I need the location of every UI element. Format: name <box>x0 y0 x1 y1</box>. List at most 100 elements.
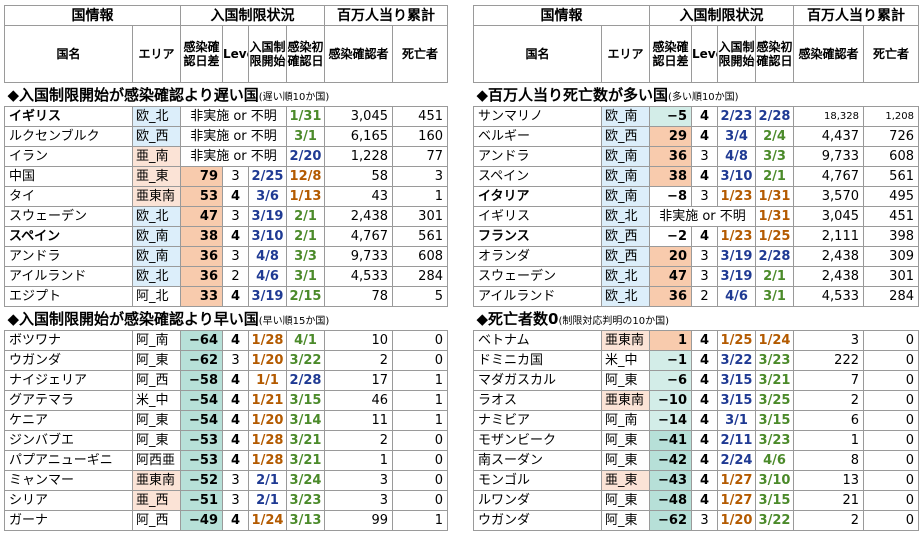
cases-per-million: 78 <box>324 286 393 307</box>
restriction-start-date: 1/20 <box>717 510 756 531</box>
area-code: 亜_東 <box>601 470 650 491</box>
deaths-per-million: 608 <box>392 246 448 267</box>
deaths-per-million: 726 <box>863 126 919 147</box>
deaths-per-million: 0 <box>392 350 448 371</box>
cases-per-million: 3 <box>793 330 864 351</box>
col-header-first: 感染初確認日 <box>755 25 794 83</box>
deaths-per-million: 284 <box>392 266 448 287</box>
first-confirmed-date: 3/3 <box>755 146 794 167</box>
area-code: 米_中 <box>132 390 181 411</box>
restriction-level: 3 <box>691 266 718 287</box>
first-confirmed-date: 2/20 <box>286 146 325 167</box>
deaths-per-million: 1 <box>392 410 448 431</box>
restriction-start-date: 3/15 <box>717 390 756 411</box>
country-name: アイルランド <box>4 266 133 287</box>
area-code: 欧_北 <box>132 266 181 287</box>
col-header-cases: 感染確認者 <box>793 25 864 83</box>
col-header-deaths: 死亡者 <box>863 25 919 83</box>
deaths-per-million: 608 <box>863 146 919 167</box>
restriction-level: 2 <box>691 286 718 307</box>
confirmation-day-diff: 29 <box>649 126 692 147</box>
deaths-per-million: 0 <box>392 450 448 471</box>
section-note: (遅い順10か国) <box>258 92 330 103</box>
col-header-level: Level <box>222 25 249 83</box>
area-code: 阿_東 <box>601 450 650 471</box>
restriction-level: 3 <box>222 166 249 187</box>
restriction-level: 4 <box>691 490 718 511</box>
cases-per-million: 1 <box>793 430 864 451</box>
cases-per-million: 4,767 <box>324 226 393 247</box>
first-confirmed-date: 3/14 <box>286 410 325 431</box>
header-entry-restriction: 入国制限状況 <box>649 5 794 26</box>
col-header-diff: 感染確認日差 <box>649 25 692 83</box>
deaths-per-million: 451 <box>863 206 919 227</box>
deaths-per-million: 301 <box>863 266 919 287</box>
restriction-level: 3 <box>691 246 718 267</box>
left-panel: 国情報 入国制限状況 百万人当り累計 国名 エリア 感染確認日差 Level 入… <box>4 5 448 531</box>
restriction-start-date: 2/1 <box>248 470 287 491</box>
table-row: オランダ 欧_西 20 3 3/19 2/28 2,438 309 <box>473 246 919 267</box>
first-confirmed-date: 1/31 <box>286 106 325 127</box>
country-name: オランダ <box>473 246 602 267</box>
country-name: ジンバブエ <box>4 430 133 451</box>
cases-per-million: 8 <box>793 450 864 471</box>
confirmation-day-diff: −58 <box>180 370 223 391</box>
table-row: サンマリノ 欧_南 −5 4 2/23 2/28 18,328 1,208 <box>473 106 919 127</box>
country-name: ナミビア <box>473 410 602 431</box>
restriction-level: 3 <box>222 246 249 267</box>
right-panel: 国情報 入国制限状況 百万人当り累計 国名 エリア 感染確認日差 Level 入… <box>473 5 919 531</box>
restriction-start-date: 3/19 <box>717 266 756 287</box>
table-row: スペイン 欧_南 38 4 3/10 2/1 4,767 561 <box>4 226 448 247</box>
area-code: 亜_西 <box>132 490 181 511</box>
table-row: 南スーダン 阿_東 −42 4 2/24 4/6 8 0 <box>473 450 919 471</box>
restriction-level: 4 <box>222 186 249 207</box>
area-code: 阿_東 <box>601 370 650 391</box>
first-confirmed-date: 3/24 <box>286 470 325 491</box>
area-code: 阿_西 <box>132 510 181 531</box>
country-name: イラン <box>4 146 133 167</box>
deaths-per-million: 301 <box>392 206 448 227</box>
first-confirmed-date: 3/1 <box>755 286 794 307</box>
confirmation-day-diff: −48 <box>649 490 692 511</box>
deaths-per-million: 1 <box>392 370 448 391</box>
left-table-body: ◆入国制限開始が感染確認より遅い国(遅い順10か国) イギリス 欧_北 非実施 or … <box>4 82 448 531</box>
deaths-per-million: 0 <box>392 490 448 511</box>
cases-per-million: 13 <box>793 470 864 491</box>
area-code: 阿_南 <box>601 410 650 431</box>
deaths-per-million: 451 <box>392 106 448 127</box>
table-row: スウェーデン 欧_北 47 3 3/19 2/1 2,438 301 <box>4 206 448 227</box>
area-code: 阿西亜 <box>132 450 181 471</box>
confirmation-day-diff: −1 <box>649 350 692 371</box>
area-code: 欧_西 <box>132 126 181 147</box>
header-per-million: 百万人当り累計 <box>324 5 448 26</box>
deaths-per-million: 1 <box>392 510 448 531</box>
deaths-per-million: 398 <box>863 226 919 247</box>
table-row: ガーナ 阿_西 −49 4 1/24 3/13 99 1 <box>4 510 448 531</box>
header-per-million: 百万人当り累計 <box>793 5 919 26</box>
area-code: 欧_北 <box>132 206 181 227</box>
country-name: タイ <box>4 186 133 207</box>
cases-per-million: 3 <box>324 490 393 511</box>
table-row: ドミニカ国 米_中 −1 4 3/22 3/23 222 0 <box>473 350 919 371</box>
cases-per-million: 222 <box>793 350 864 371</box>
area-code: 阿_東 <box>132 410 181 431</box>
restriction-start-date: 2/1 <box>248 490 287 511</box>
cases-per-million: 7 <box>793 370 864 391</box>
restriction-level: 3 <box>222 206 249 227</box>
restriction-level: 3 <box>691 510 718 531</box>
first-confirmed-date: 1/31 <box>755 206 794 227</box>
section-title: ◆入国制限開始が感染確認より遅い国(遅い順10か国) <box>4 82 448 107</box>
first-confirmed-date: 2/28 <box>755 106 794 127</box>
country-name: ミャンマー <box>4 470 133 491</box>
restriction-start-date: 1/1 <box>248 370 287 391</box>
cases-per-million: 43 <box>324 186 393 207</box>
area-code: 阿_東 <box>601 510 650 531</box>
restriction-level: 4 <box>222 226 249 247</box>
restriction-start-date: 4/8 <box>717 146 756 167</box>
col-header-diff: 感染確認日差 <box>180 25 223 83</box>
right-table: 国情報 入国制限状況 百万人当り累計 国名 エリア 感染確認日差 Level 入… <box>473 5 919 531</box>
table-row: ジンバブエ 阿_東 −53 4 1/28 3/21 2 0 <box>4 430 448 451</box>
table-row: シリア 亜_西 −51 3 2/1 3/23 3 0 <box>4 490 448 511</box>
restriction-level: 3 <box>222 350 249 371</box>
area-code: 阿_南 <box>132 330 181 351</box>
